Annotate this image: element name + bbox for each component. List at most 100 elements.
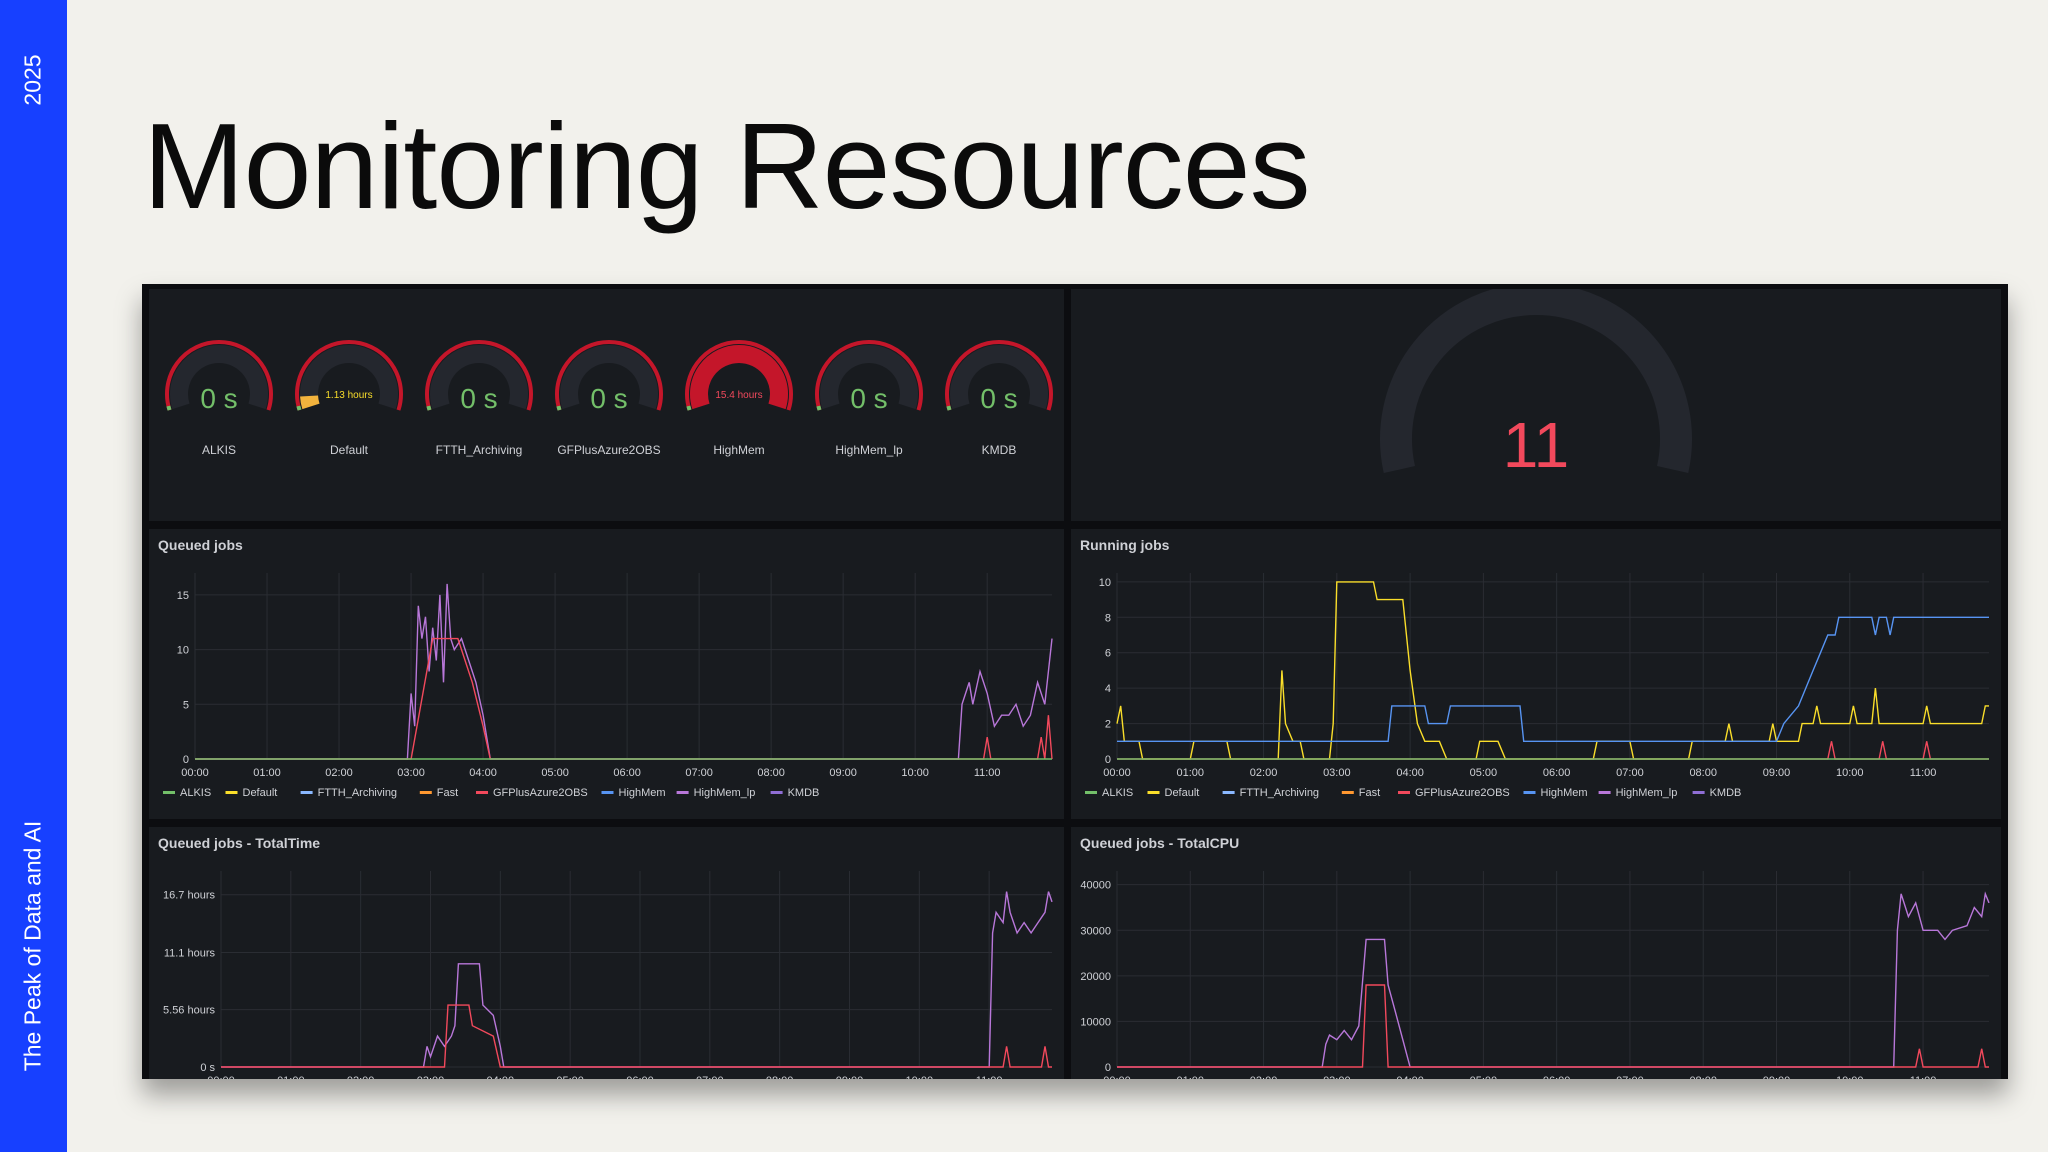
legend-item: HighMem_lp — [676, 787, 756, 799]
gauge-value: 0 s — [590, 383, 627, 414]
y-tick-label: 40000 — [1080, 880, 1111, 892]
legend-item: Fast — [419, 787, 458, 799]
x-tick-label: 08:00 — [757, 767, 785, 779]
gauge-panel: 0 s ALKIS 1.13 hours Default 0 s FTTH_Archivi… — [149, 289, 1064, 521]
legend-swatch — [770, 791, 783, 794]
gauge-track — [560, 345, 658, 410]
gauge-track — [300, 345, 398, 410]
gauge-threshold-arc — [165, 340, 273, 411]
legend-item: HighMem — [1523, 787, 1588, 799]
x-tick-label: 10:00 — [901, 767, 929, 779]
running-jobs-panel: Running jobs 0 2 4 6 8 10 00:00 01:00 02:00 03:00… — [1071, 529, 2001, 819]
x-tick-label: 06:00 — [1543, 767, 1571, 779]
legend-item: KMDB — [1692, 787, 1741, 799]
gauge-label: Default — [330, 443, 369, 457]
legend-item: HighMem — [601, 787, 666, 799]
panel-title: Running jobs — [1080, 537, 1170, 553]
x-tick-label: 11:00 — [976, 1075, 1003, 1079]
stat-gauge: 11 — [1380, 289, 1692, 481]
legend-label: ALKIS — [180, 787, 211, 799]
x-tick-label: 04:00 — [487, 1075, 515, 1079]
queued-jobs-chart: 0 5 10 15 00:00 01:00 02:00 03:00 04:00 05:00 06:0… — [163, 573, 1053, 799]
x-tick-label: 01:00 — [277, 1075, 305, 1079]
y-tick-label: 4 — [1105, 683, 1111, 695]
gauge-threshold-arc — [685, 340, 793, 411]
legend-label: ALKIS — [1102, 787, 1133, 799]
y-tick-label: 10000 — [1080, 1016, 1111, 1028]
legend-swatch — [676, 791, 689, 794]
running-jobs-chart: 0 2 4 6 8 10 00:00 01:00 02:00 03:00 04:00 05:00 06:… — [1085, 573, 1989, 799]
series-line-default — [1116, 581, 1989, 760]
gauge-label: ALKIS — [202, 443, 236, 457]
legend-label: FTTH_Archiving — [1240, 787, 1319, 799]
x-tick-label: 02:00 — [347, 1075, 375, 1079]
x-tick-label: 04:00 — [1396, 1075, 1424, 1079]
y-tick-label: 6 — [1105, 648, 1111, 660]
gauge-threshold-low — [946, 405, 952, 411]
legend-swatch — [1147, 791, 1160, 794]
series-line-gfplusazure2obs — [1117, 741, 1989, 760]
gauge-value: 0 s — [850, 383, 887, 414]
x-tick-label: 03:00 — [1323, 767, 1351, 779]
y-tick-label: 15 — [177, 590, 189, 602]
gauge-gfplusazure2obs: 0 s GFPlusAzure2OBS — [555, 340, 663, 457]
gauge-threshold-arc — [295, 340, 403, 411]
x-tick-label: 08:00 — [766, 1075, 794, 1079]
series-line-highmem-lp — [1117, 891, 1990, 1068]
gauge-threshold-arc — [425, 340, 533, 411]
gauge-value: 15.4 hours — [715, 390, 762, 401]
x-tick-label: 05:00 — [1470, 1075, 1498, 1079]
gauge-label: KMDB — [982, 443, 1017, 457]
queued-totalcpu-chart: 0 10000 20000 30000 40000 00:00 01:00 02:00 03:0… — [1080, 871, 1990, 1079]
legend-item: KMDB — [770, 787, 819, 799]
gauge-threshold-arc — [555, 340, 663, 411]
legend-item: FTTH_Archiving — [300, 787, 397, 799]
series-line-highmem — [1117, 616, 1989, 742]
legend-item: Fast — [1341, 787, 1380, 799]
gauge-label: HighMem — [713, 443, 764, 457]
x-tick-label: 00:00 — [207, 1075, 235, 1079]
gauge-value: 0 s — [460, 383, 497, 414]
y-tick-label: 0 — [183, 754, 189, 766]
x-tick-label: 07:00 — [696, 1075, 724, 1079]
legend-label: GFPlusAzure2OBS — [493, 787, 588, 799]
legend-item: Default — [225, 787, 277, 799]
x-tick-label: 06:00 — [613, 767, 641, 779]
x-tick-label: 04:00 — [469, 767, 497, 779]
gauge-highmem-lp: 0 s HighMem_lp — [815, 340, 923, 457]
sidebar-year: 2025 — [19, 54, 46, 106]
legend-swatch — [476, 791, 488, 794]
x-tick-label: 11:00 — [1910, 1075, 1937, 1079]
legend-swatch — [163, 791, 175, 794]
legend-label: GFPlusAzure2OBS — [1415, 787, 1510, 799]
x-tick-label: 00:00 — [1103, 1075, 1131, 1079]
x-tick-label: 01:00 — [1177, 767, 1205, 779]
y-tick-label: 5 — [183, 699, 189, 711]
x-tick-label: 01:00 — [253, 767, 281, 779]
panel-title: Queued jobs - TotalCPU — [1080, 835, 1240, 851]
gauge-track — [950, 345, 1048, 410]
x-tick-label: 10:00 — [1836, 767, 1864, 779]
x-tick-label: 06:00 — [1543, 1075, 1571, 1079]
y-tick-label: 0 — [1105, 1062, 1111, 1074]
legend-swatch — [601, 791, 614, 794]
legend-swatch — [1692, 791, 1705, 794]
legend-swatch — [300, 791, 313, 794]
x-tick-label: 10:00 — [1836, 1075, 1864, 1079]
legend-label: Fast — [437, 787, 458, 799]
legend-swatch — [1523, 791, 1536, 794]
legend-label: Fast — [1359, 787, 1380, 799]
gauge-fill — [690, 345, 788, 410]
x-tick-label: 07:00 — [1616, 767, 1644, 779]
x-tick-label: 03:00 — [417, 1075, 445, 1079]
gauge-label: GFPlusAzure2OBS — [557, 443, 660, 457]
sidebar-band: 2025 The Peak of Data and AI — [0, 0, 67, 1152]
queued-totalcpu-panel: Queued jobs - TotalCPU 0 10000 20000 30000 4… — [1071, 827, 2001, 1079]
stat-panel: 11 — [1071, 289, 2001, 521]
gauge-threshold-low — [556, 405, 562, 411]
gauge-threshold-low — [426, 405, 432, 411]
legend-label: HighMem — [1541, 787, 1588, 799]
legend-label: HighMem_lp — [694, 787, 756, 799]
x-tick-label: 05:00 — [1470, 767, 1498, 779]
y-tick-label: 16.7 hours — [163, 890, 215, 902]
